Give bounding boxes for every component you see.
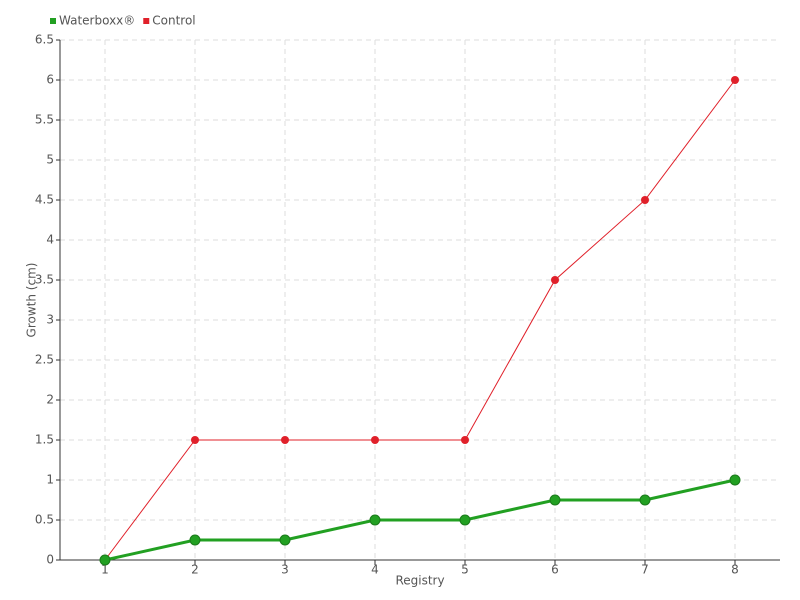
- x-tick-label: 7: [641, 563, 649, 577]
- x-tick-label: 2: [191, 563, 199, 577]
- series-line: [104, 478, 736, 562]
- x-tick-label: 1: [101, 563, 109, 577]
- y-tick-label: 2: [46, 393, 54, 407]
- point: [279, 534, 291, 546]
- y-tick-label: 2.5: [35, 353, 54, 367]
- x-tick-label: 5: [461, 563, 469, 577]
- y-tick-label: 3.5: [35, 273, 54, 287]
- y-tick-label: 4.5: [35, 193, 54, 207]
- point: [639, 494, 651, 506]
- point: [189, 534, 201, 546]
- point: [731, 76, 739, 84]
- series-line: [104, 79, 736, 561]
- y-tick-label: 4: [46, 233, 54, 247]
- point: [551, 276, 559, 284]
- y-axis-label: Growth (cm): [25, 263, 39, 338]
- x-tick-label: 8: [731, 563, 739, 577]
- point: [369, 514, 381, 526]
- point: [191, 436, 199, 444]
- x-tick-label: 4: [371, 563, 379, 577]
- x-tick-label: 6: [551, 563, 559, 577]
- y-tick-label: 3: [46, 313, 54, 327]
- legend-swatch: [50, 18, 56, 24]
- y-tick-label: 5.5: [35, 113, 54, 127]
- point: [461, 436, 469, 444]
- x-tick-label: 3: [281, 563, 289, 577]
- y-tick-label: 1.5: [35, 433, 54, 447]
- point: [99, 554, 111, 566]
- point: [281, 436, 289, 444]
- legend-label: Control: [152, 14, 195, 28]
- point: [459, 514, 471, 526]
- legend-swatch: [143, 18, 150, 24]
- y-tick-label: 6: [46, 73, 54, 87]
- y-tick-label: 1: [46, 473, 54, 487]
- y-tick-label: 6.5: [35, 33, 54, 47]
- y-tick-label: 0.5: [35, 513, 54, 527]
- point: [371, 436, 379, 444]
- point: [729, 474, 741, 486]
- point: [641, 196, 649, 204]
- y-tick-label: 5: [46, 153, 54, 167]
- legend-label: Waterboxx®: [59, 14, 135, 28]
- point: [549, 494, 561, 506]
- y-tick-label: 0: [46, 553, 54, 567]
- x-axis-label: Registry: [395, 574, 444, 588]
